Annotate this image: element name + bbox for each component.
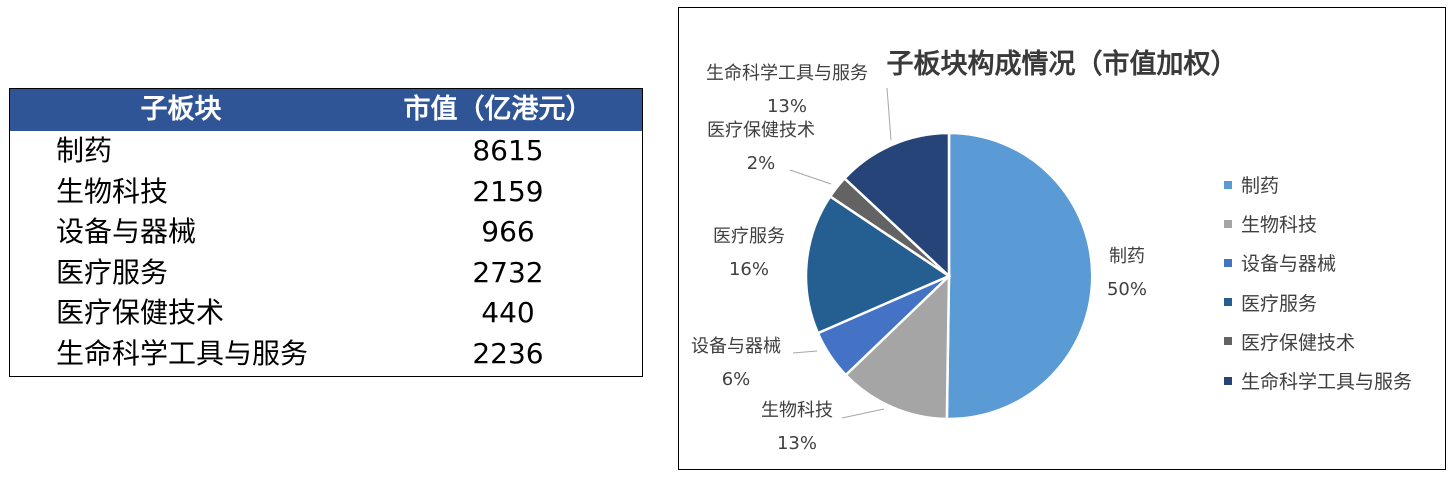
slice-percent-label: 16%: [729, 259, 769, 280]
legend-label: 生命科学工具与服务: [1241, 371, 1413, 394]
pie-chart: 制药 50% 生物科技 13% 设备与器械 6% 医疗服务 16% 医疗保健技术 2% 生命科学工具…: [691, 63, 1147, 454]
header-subsector: 子板块: [140, 94, 222, 125]
slice-percent-label: 50%: [1107, 279, 1147, 300]
table-row: 设备与器械 966: [10, 212, 642, 253]
legend-item: 生命科学工具与服务: [1224, 361, 1412, 400]
pie-slice: [842, 131, 951, 279]
legend-swatch: [1224, 337, 1232, 346]
legend-item: 医疗保健技术: [1224, 322, 1412, 361]
pie-chart-panel: 子板块构成情况（市值加权） 制药 50% 生物科技 13% 设备与器械 6% 医疗服务 16%…: [678, 7, 1446, 470]
legend-item: 设备与器械: [1224, 243, 1412, 282]
table-row: 医疗保健技术 440: [10, 293, 642, 334]
pie-slice: [844, 273, 951, 421]
legend-label: 设备与器械: [1241, 253, 1337, 276]
legend-item: 制药: [1224, 165, 1412, 204]
table-header-row: 子板块 市值（亿港元）: [10, 89, 642, 131]
cell-subsector: 制药: [56, 134, 113, 167]
slice-percent-label: 13%: [777, 433, 817, 454]
header-market-cap: 市值（亿港元）: [403, 94, 593, 125]
slice-category-label: 制药: [1109, 246, 1145, 267]
cell-market-cap: 966: [481, 215, 535, 248]
cell-subsector: 设备与器械: [56, 215, 197, 248]
legend-swatch: [1224, 258, 1232, 267]
cell-market-cap: 2732: [472, 255, 544, 289]
table-row: 医疗服务 2732: [10, 253, 642, 294]
legend-label: 生物科技: [1241, 214, 1318, 237]
slice-category-label: 医疗服务: [713, 226, 785, 247]
legend-item: 医疗服务: [1224, 283, 1412, 322]
chart-title: 子板块构成情况（市值加权）: [886, 49, 1238, 80]
leader-line: [789, 169, 832, 185]
leader-line: [886, 87, 892, 141]
legend-swatch: [1224, 180, 1232, 189]
cell-subsector: 生物科技: [56, 174, 169, 208]
leader-line: [792, 350, 818, 354]
cell-subsector: 医疗保健技术: [56, 296, 225, 329]
legend-item: 生物科技: [1224, 204, 1412, 243]
legend-label: 医疗服务: [1241, 292, 1318, 315]
table-row: 生物科技 2159: [10, 172, 642, 213]
slice-category-label: 生物科技: [761, 400, 833, 421]
market-cap-table: 子板块 市值（亿港元） 制药 8615 生物科技 2159 设备与器械 966 …: [9, 88, 643, 377]
slice-category-label: 生命科学工具与服务: [706, 63, 868, 84]
cell-market-cap: 440: [481, 296, 535, 329]
slice-category-label: 设备与器械: [691, 336, 781, 357]
legend-label: 制药: [1241, 175, 1280, 198]
cell-subsector: 医疗服务: [56, 255, 169, 289]
slice-percent-label: 13%: [767, 96, 807, 117]
legend-label: 医疗保健技术: [1241, 331, 1356, 354]
table-row: 制药 8615: [10, 131, 642, 172]
cell-market-cap: 2236: [472, 336, 544, 370]
slice-percent-label: 6%: [722, 369, 751, 390]
slice-category-label: 医疗保健技术: [707, 120, 815, 141]
table-row: 生命科学工具与服务 2236: [10, 334, 642, 375]
chart-legend: 制药生物科技设备与器械医疗服务医疗保健技术生命科学工具与服务: [1224, 165, 1412, 400]
pie-slice: [804, 194, 952, 335]
leader-line: [841, 408, 885, 419]
pie-slice: [945, 131, 1094, 421]
cell-subsector: 生命科学工具与服务: [56, 336, 309, 370]
legend-swatch: [1224, 376, 1232, 385]
slice-percent-label: 2%: [747, 153, 776, 174]
cell-market-cap: 2159: [472, 174, 544, 208]
cell-market-cap: 8615: [472, 134, 544, 167]
legend-swatch: [1224, 219, 1232, 228]
legend-swatch: [1224, 298, 1232, 307]
